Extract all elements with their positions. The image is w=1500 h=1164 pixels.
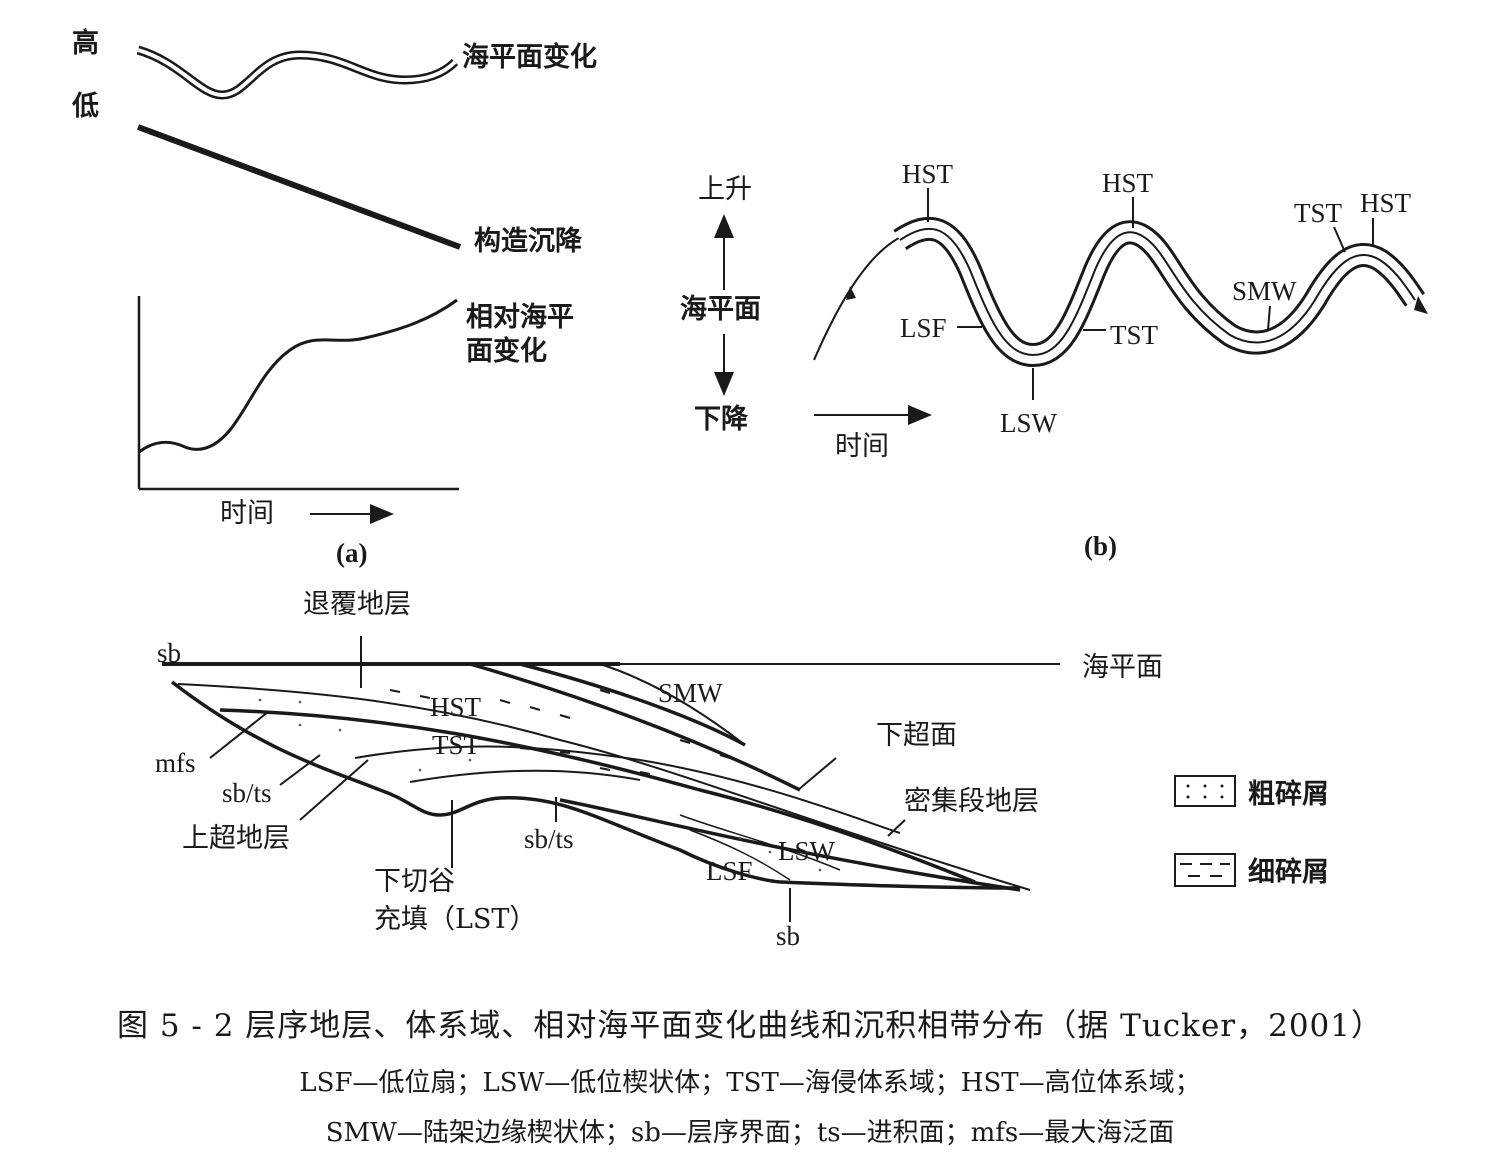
- panel-c-cross-section: 退覆地层 sb 海平面: [155, 589, 1163, 951]
- axis-sea-level-label: 海平面: [680, 294, 761, 325]
- axis-up-label: 上升: [698, 174, 752, 205]
- time-label: 时间: [220, 498, 274, 529]
- panel-b-label: (b): [1084, 531, 1117, 561]
- lsf-label: LSF: [706, 856, 753, 886]
- dashes-pattern-icon: [1174, 853, 1236, 887]
- axis-down-label: 下降: [694, 404, 749, 435]
- time-label: 时间: [835, 431, 889, 462]
- tract-label-hst-3: HST: [1360, 188, 1412, 218]
- figure-caption-line-2: SMW—陆架边缘楔状体；sb—层序界面；ts—进积面；mfs—最大海泛面: [325, 1118, 1175, 1148]
- figure-canvas: 高 低 海平面变化 构造沉降 相对海平 面变化 时间 (a) 上升 海平面 下降…: [71, 27, 1428, 951]
- tract-label-lsw: LSW: [1000, 408, 1058, 438]
- sbts-mid-label: sb/ts: [524, 824, 574, 854]
- axis-low-label: 低: [71, 91, 99, 122]
- condensed-section-label: 密集段地层: [904, 786, 1039, 817]
- hst-label: HST: [430, 692, 482, 722]
- legend-item-coarse: 粗碎屑: [1174, 775, 1329, 810]
- retro-strata-label: 退覆地层: [303, 589, 411, 620]
- lsw-label: LSW: [778, 836, 836, 866]
- sea-level-curve: [136, 45, 459, 100]
- onlap-label: 上超地层: [182, 823, 290, 854]
- panel-b: 上升 海平面 下降 时间 HST HST TST HST LSF TST SMW…: [680, 159, 1428, 561]
- direction-arrow-icon: [846, 286, 856, 300]
- mfs-label: mfs: [155, 748, 196, 778]
- fine-clastic-dashes: [389, 689, 731, 775]
- figure-caption-line-1: LSF—低位扇；LSW—低位楔状体；TST—海侵体系域；HST—高位体系域；: [299, 1068, 1201, 1098]
- subsidence-line: [136, 124, 462, 250]
- dots-pattern-icon: [1174, 775, 1236, 807]
- incised-valley-label-2: 充填（LST）: [374, 904, 536, 935]
- tract-label-lsf: LSF: [900, 313, 947, 343]
- tract-label-hst-2: HST: [1102, 168, 1154, 198]
- legend-item-fine: 细碎屑: [1174, 853, 1329, 888]
- sb-bottom-label: sb: [776, 921, 800, 951]
- downlap-label: 下超面: [876, 720, 957, 751]
- panel-a-label: (a): [336, 538, 367, 568]
- coarse-clastic-dots: [258, 698, 822, 872]
- incised-valley-label-1: 下切谷: [374, 866, 455, 897]
- relative-sea-level-label-1: 相对海平: [466, 302, 574, 333]
- subsidence-label: 构造沉降: [474, 226, 583, 257]
- tract-label-tst-1: TST: [1110, 320, 1159, 350]
- axis-high-label: 高: [72, 27, 99, 59]
- relative-sea-level-curve: [138, 298, 458, 454]
- figure-caption-title: 图 5 - 2 层序地层、体系域、相对海平面变化曲线和沉积相带分布（据 Tuck…: [116, 1008, 1384, 1044]
- smw-label: SMW: [658, 678, 723, 708]
- sea-level-label: 海平面变化: [462, 41, 597, 73]
- relative-sea-level-label-2: 面变化: [466, 335, 547, 367]
- tst-label: TST: [432, 730, 481, 760]
- sea-level-label: 海平面: [1082, 652, 1163, 683]
- tract-label-smw: SMW: [1232, 276, 1297, 306]
- legend-label-fine: 细碎屑: [1248, 856, 1329, 888]
- panel-a: 高 低 海平面变化 构造沉降 相对海平 面变化 时间 (a): [71, 27, 597, 568]
- legend: 粗碎屑 细碎屑: [1174, 775, 1329, 888]
- end-arrow-icon: [1414, 296, 1428, 314]
- strata-lines: [170, 662, 1031, 892]
- sea-level-band-curve: [893, 216, 1425, 368]
- tract-label-hst-1: HST: [902, 159, 954, 189]
- sbts-left-label: sb/ts: [222, 778, 272, 808]
- tract-label-tst-3: TST: [1294, 198, 1343, 228]
- initial-rise-line: [813, 234, 906, 361]
- legend-label-coarse: 粗碎屑: [1248, 779, 1329, 810]
